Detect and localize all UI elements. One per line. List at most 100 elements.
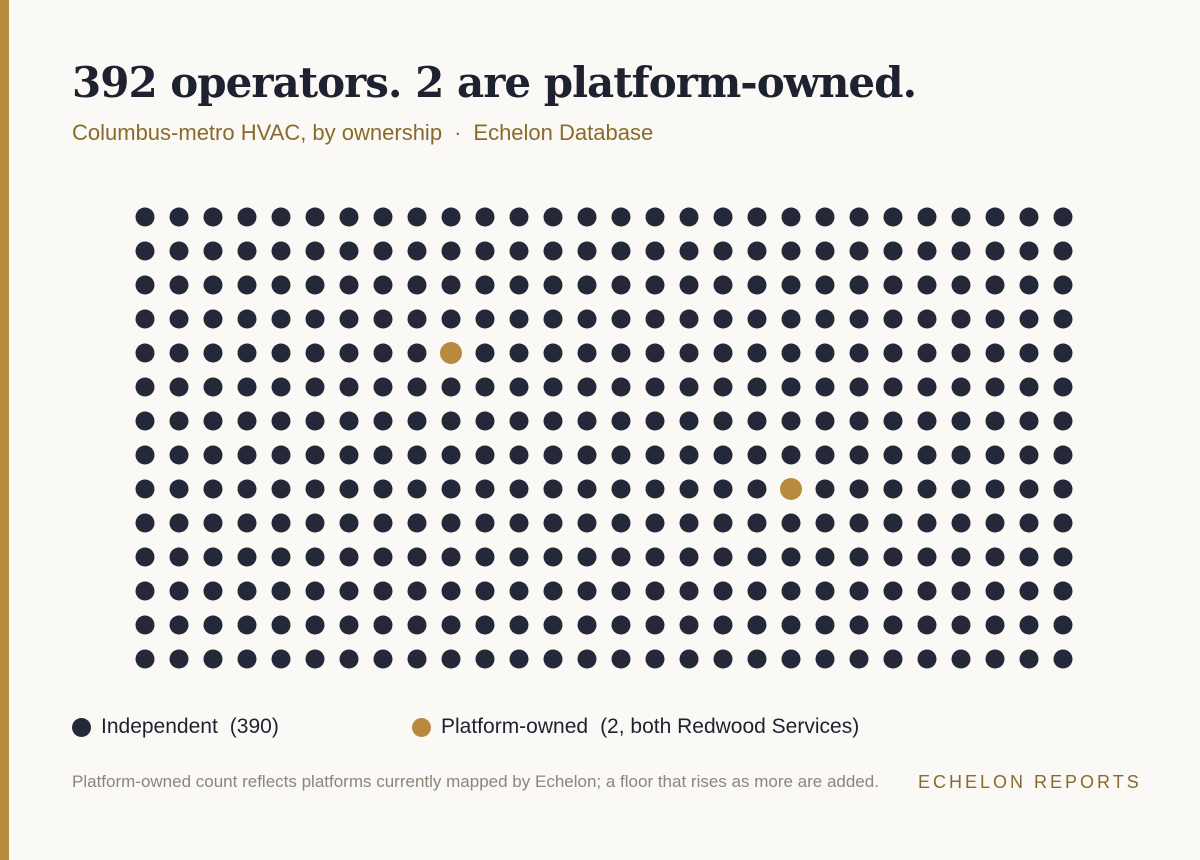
waffle-unit-independent (475, 513, 495, 533)
waffle-unit-independent (1053, 615, 1073, 635)
waffle-unit-independent (407, 581, 427, 601)
waffle-unit-independent (135, 411, 155, 431)
waffle-unit-independent (305, 581, 325, 601)
waffle-unit-independent (135, 547, 155, 567)
waffle-unit-independent (339, 479, 359, 499)
waffle-unit-independent (475, 343, 495, 363)
waffle-unit-independent (645, 343, 665, 363)
waffle-unit-independent (543, 513, 563, 533)
waffle-unit-independent (985, 241, 1005, 261)
waffle-unit-independent (441, 309, 461, 329)
waffle-unit-independent (815, 581, 835, 601)
waffle-unit-independent (305, 275, 325, 295)
waffle-unit-independent (747, 343, 767, 363)
waffle-unit-independent (611, 445, 631, 465)
waffle-unit-independent (135, 207, 155, 227)
waffle-unit-independent (645, 547, 665, 567)
waffle-unit-independent (509, 241, 529, 261)
waffle-unit-independent (203, 377, 223, 397)
subtitle-text: Columbus-metro HVAC, by ownership (72, 120, 443, 145)
waffle-unit-independent (747, 615, 767, 635)
waffle-unit-independent (135, 275, 155, 295)
waffle-unit-independent (1019, 615, 1039, 635)
waffle-unit-independent (509, 275, 529, 295)
waffle-unit-independent (543, 547, 563, 567)
chart-title: 392 operators. 2 are platform-owned. (72, 58, 917, 107)
waffle-unit-independent (713, 445, 733, 465)
waffle-unit-independent (509, 309, 529, 329)
waffle-unit-independent (475, 649, 495, 669)
waffle-unit-independent (373, 275, 393, 295)
waffle-unit-independent (951, 207, 971, 227)
waffle-unit-independent (679, 377, 699, 397)
waffle-unit-independent (849, 241, 869, 261)
waffle-unit-independent (747, 581, 767, 601)
waffle-unit-independent (237, 445, 257, 465)
waffle-unit-independent (747, 241, 767, 261)
waffle-unit-independent (509, 343, 529, 363)
waffle-unit-independent (169, 513, 189, 533)
waffle-unit-independent (1019, 411, 1039, 431)
waffle-unit-independent (169, 275, 189, 295)
waffle-unit-independent (815, 445, 835, 465)
waffle-unit-independent (373, 479, 393, 499)
waffle-unit-independent (135, 615, 155, 635)
waffle-unit-independent (951, 513, 971, 533)
waffle-unit-independent (679, 275, 699, 295)
waffle-unit-independent (849, 207, 869, 227)
waffle-unit-independent (1019, 445, 1039, 465)
footnote: Platform-owned count reflects platforms … (72, 772, 879, 791)
waffle-unit-independent (917, 445, 937, 465)
waffle-unit-independent (475, 207, 495, 227)
waffle-unit-independent (509, 581, 529, 601)
waffle-unit-independent (509, 615, 529, 635)
waffle-unit-independent (271, 309, 291, 329)
waffle-unit-independent (645, 479, 665, 499)
waffle-unit-independent (1053, 275, 1073, 295)
waffle-unit-independent (237, 241, 257, 261)
waffle-unit-independent (713, 309, 733, 329)
waffle-unit-independent (883, 581, 903, 601)
waffle-unit-independent (1019, 581, 1039, 601)
waffle-unit-independent (951, 343, 971, 363)
waffle-unit-independent (985, 445, 1005, 465)
waffle-unit-independent (203, 275, 223, 295)
waffle-unit-independent (373, 445, 393, 465)
waffle-unit-independent (271, 445, 291, 465)
waffle-unit-independent (1053, 411, 1073, 431)
waffle-unit-independent (781, 343, 801, 363)
waffle-unit-independent (203, 649, 223, 669)
waffle-unit-independent (645, 615, 665, 635)
waffle-unit-independent (373, 309, 393, 329)
waffle-unit-independent (883, 241, 903, 261)
waffle-unit-independent (849, 581, 869, 601)
waffle-unit-independent (1053, 581, 1073, 601)
waffle-unit-independent (271, 615, 291, 635)
waffle-unit-independent (203, 241, 223, 261)
waffle-unit-independent (747, 547, 767, 567)
waffle-unit-independent (815, 615, 835, 635)
waffle-unit-independent (441, 241, 461, 261)
waffle-unit-independent (713, 411, 733, 431)
waffle-unit-independent (611, 513, 631, 533)
waffle-unit-independent (475, 547, 495, 567)
legend-count-independent: (390) (229, 715, 279, 738)
waffle-unit-independent (271, 343, 291, 363)
waffle-unit-independent (815, 309, 835, 329)
waffle-unit-independent (815, 377, 835, 397)
waffle-unit-independent (985, 649, 1005, 669)
waffle-unit-independent (611, 615, 631, 635)
waffle-unit-independent (849, 275, 869, 295)
waffle-unit-independent (849, 547, 869, 567)
waffle-unit-independent (1019, 309, 1039, 329)
accent-bar (0, 0, 9, 860)
waffle-unit-independent (815, 513, 835, 533)
waffle-unit-independent (679, 343, 699, 363)
waffle-unit-independent (1019, 547, 1039, 567)
waffle-unit-independent (169, 411, 189, 431)
waffle-unit-independent (645, 241, 665, 261)
waffle-unit-independent (577, 615, 597, 635)
waffle-unit-independent (679, 445, 699, 465)
waffle-unit-independent (1019, 649, 1039, 669)
